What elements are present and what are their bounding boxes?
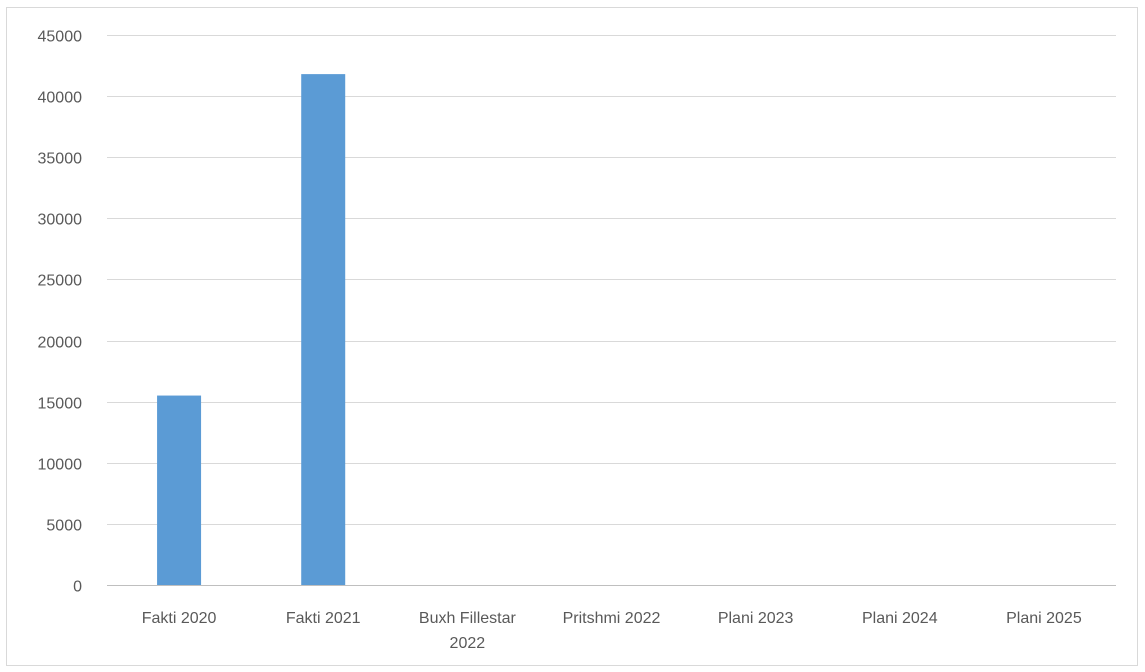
y-tick-label: 40000 <box>38 90 83 107</box>
y-tick-label: 35000 <box>38 151 83 168</box>
y-tick-label: 20000 <box>38 335 83 352</box>
x-tick-label: Fakti 2021 <box>286 610 361 627</box>
y-tick-label: 0 <box>73 579 82 596</box>
y-tick-label: 10000 <box>38 457 83 474</box>
y-tick-label: 45000 <box>38 29 83 46</box>
y-tick-label: 15000 <box>38 396 83 413</box>
y-tick-label: 25000 <box>38 273 83 290</box>
y-tick-label: 30000 <box>38 212 83 229</box>
x-tick-label: 2022 <box>450 635 486 652</box>
x-tick-label: Plani 2024 <box>862 610 938 627</box>
x-tick-label: Buxh Fillestar <box>419 610 517 627</box>
bar <box>157 395 202 585</box>
x-tick-label: Plani 2025 <box>1006 610 1082 627</box>
bar <box>301 74 346 585</box>
x-tick-label: Plani 2023 <box>718 610 794 627</box>
y-tick-label: 5000 <box>46 518 82 535</box>
x-tick-label: Pritshmi 2022 <box>563 610 661 627</box>
x-tick-label: Fakti 2020 <box>142 610 217 627</box>
